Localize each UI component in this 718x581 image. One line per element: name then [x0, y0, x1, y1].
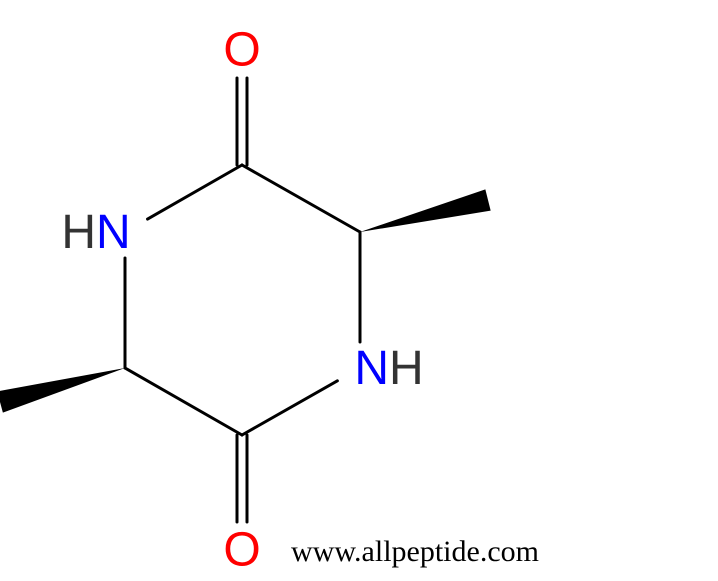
bond [242, 381, 337, 435]
bond [125, 368, 242, 435]
watermark-text: www.allpeptide.com [291, 535, 539, 569]
bond [242, 165, 360, 232]
molecule-diagram: O NH HN O [0, 0, 718, 581]
atom-label: O [223, 524, 260, 577]
atom-label: NH [354, 342, 423, 395]
wedge-bond [360, 189, 491, 232]
wedge-bond [0, 368, 125, 413]
bond [148, 165, 242, 219]
atom-label: HN [61, 206, 130, 259]
atom-label: O [223, 24, 260, 77]
